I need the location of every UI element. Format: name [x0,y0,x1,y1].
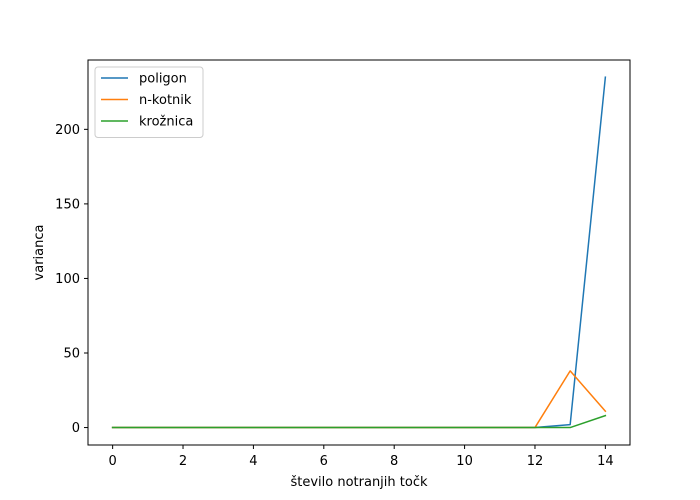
legend-label-poligon: poligon [139,72,187,87]
x-tick-label: 0 [108,454,116,469]
x-axis: 0 2 4 6 8 10 12 14 [108,445,614,469]
x-tick-label: 2 [179,454,187,469]
legend-box [94,66,204,138]
x-axis-label: število notranjih točk [290,475,428,490]
series-line-n-kotnik [111,370,607,429]
y-tick-label: 200 [55,123,80,138]
x-tick-label: 10 [456,454,473,469]
series-layer [111,76,607,429]
y-tick-label: 100 [55,272,80,287]
y-axis: 0 50 100 150 200 [55,123,88,436]
series-line-krožnica [111,414,607,429]
y-tick-label: 150 [55,197,80,212]
x-tick-label: 4 [249,454,257,469]
x-tick-label: 6 [320,454,328,469]
x-tick-label: 8 [390,454,398,469]
y-axis-label: varianca [32,225,47,281]
x-tick-label: 14 [597,454,614,469]
legend-label-krožnica: krožnica [139,115,193,130]
y-tick-label: 50 [63,346,80,361]
legend: poligon n-kotnik krožnica [94,66,204,138]
x-tick-label: 12 [527,454,544,469]
legend-label-n-kotnik: n-kotnik [139,93,192,108]
y-tick-label: 0 [72,421,80,436]
plot-frame [87,59,631,446]
